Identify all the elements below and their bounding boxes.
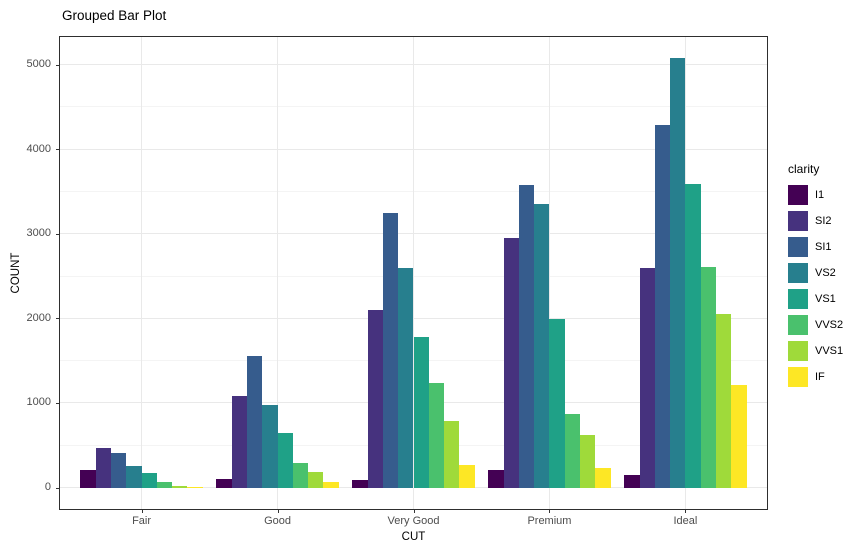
- gridline-major-v: [277, 37, 278, 509]
- bar: [639, 267, 655, 488]
- y-tick-mark: [56, 318, 59, 320]
- legend-swatch: [788, 315, 808, 335]
- bar: [156, 481, 173, 488]
- bar: [126, 465, 142, 488]
- bar: [80, 469, 96, 488]
- bar: [624, 475, 640, 488]
- bar: [352, 480, 368, 488]
- x-tick-mark: [277, 510, 279, 513]
- bar: [382, 213, 399, 488]
- bar: [549, 319, 565, 488]
- bar: [459, 464, 475, 488]
- legend-swatch: [788, 185, 808, 205]
- x-tick-mark: [141, 510, 143, 513]
- x-tick-label: Good: [264, 515, 291, 527]
- x-axis-title: CUT: [401, 531, 426, 543]
- bar: [323, 481, 339, 488]
- legend-item-label: IF: [815, 371, 825, 383]
- bar: [716, 314, 732, 488]
- bar: [488, 470, 504, 488]
- y-tick-label: 2000: [26, 311, 51, 324]
- legend-item: SI1: [788, 237, 843, 257]
- legend-item-label: SI1: [815, 241, 832, 253]
- bar: [246, 355, 263, 488]
- bar: [95, 448, 111, 488]
- y-tick-mark: [56, 64, 59, 66]
- legend-item: VS2: [788, 263, 843, 283]
- bar: [292, 463, 309, 488]
- legend-item: I1: [788, 185, 843, 205]
- bar: [277, 432, 293, 488]
- x-tick-label: Fair: [132, 515, 152, 527]
- y-tick-mark: [56, 233, 59, 235]
- y-tick-label: 0: [44, 481, 51, 494]
- legend-swatch: [788, 289, 808, 309]
- legend-swatch: [788, 263, 808, 283]
- bar: [654, 125, 671, 488]
- legend-items: I1 SI2 SI1 VS2 VS1 VVS2 VVS1 IF: [788, 185, 843, 387]
- legend-item-label: VS1: [815, 293, 836, 305]
- bar: [231, 396, 247, 488]
- bar: [534, 203, 550, 488]
- bar: [685, 183, 701, 488]
- bar: [187, 486, 203, 488]
- plot-panel: [59, 36, 768, 510]
- y-tick-mark: [56, 149, 59, 151]
- bar: [518, 185, 535, 488]
- legend-item: VS1: [788, 289, 843, 309]
- y-tick-mark: [56, 487, 59, 489]
- bar: [700, 267, 716, 488]
- legend-item: SI2: [788, 211, 843, 231]
- y-axis-title: COUNT: [10, 252, 22, 294]
- bar: [308, 471, 324, 488]
- x-tick-label: Very Good: [387, 515, 440, 527]
- legend-title: clarity: [788, 162, 820, 176]
- x-tick-mark: [685, 510, 687, 513]
- gridline-major-v: [141, 37, 142, 509]
- bar: [172, 486, 188, 488]
- legend-swatch: [788, 367, 808, 387]
- x-tick-label: Premium: [527, 515, 572, 527]
- y-tick-label: 4000: [26, 142, 51, 155]
- x-tick-mark: [549, 510, 551, 513]
- bar: [444, 420, 460, 488]
- legend-item: VVS2: [788, 315, 843, 335]
- y-tick-label: 3000: [26, 227, 51, 240]
- y-tick-label: 5000: [26, 58, 51, 70]
- bar: [216, 479, 232, 488]
- bar: [141, 473, 157, 488]
- bar: [595, 468, 611, 488]
- bar: [398, 268, 414, 488]
- legend-item: IF: [788, 367, 843, 387]
- legend-item-label: VVS2: [815, 319, 844, 331]
- legend-item-label: VS2: [815, 267, 836, 279]
- gridline-major-v: [549, 37, 550, 509]
- x-tick-label: Ideal: [673, 515, 698, 527]
- bar: [503, 238, 519, 488]
- legend: clarity I1 SI2 SI1 VS2 VS1 VVS2 VVS1 IF: [788, 162, 843, 387]
- y-tick-label: 1000: [26, 396, 51, 409]
- bar: [262, 404, 278, 488]
- legend-item-label: VVS1: [815, 345, 844, 357]
- bar: [110, 453, 127, 488]
- gridline-major-v: [413, 37, 414, 509]
- bar: [367, 309, 383, 488]
- legend-item-label: I1: [815, 189, 825, 201]
- bar: [731, 385, 747, 488]
- legend-swatch: [788, 237, 808, 257]
- bar: [670, 58, 686, 488]
- bar: [580, 435, 596, 488]
- legend-swatch: [788, 341, 808, 361]
- legend-item-label: SI2: [815, 215, 832, 227]
- chart-title: Grouped Bar Plot: [62, 8, 167, 23]
- bar: [428, 383, 445, 488]
- bar: [413, 337, 429, 488]
- x-tick-mark: [413, 510, 415, 513]
- legend-item: VVS1: [788, 341, 843, 361]
- bar: [564, 413, 581, 488]
- legend-swatch: [788, 211, 808, 231]
- y-tick-mark: [56, 402, 59, 404]
